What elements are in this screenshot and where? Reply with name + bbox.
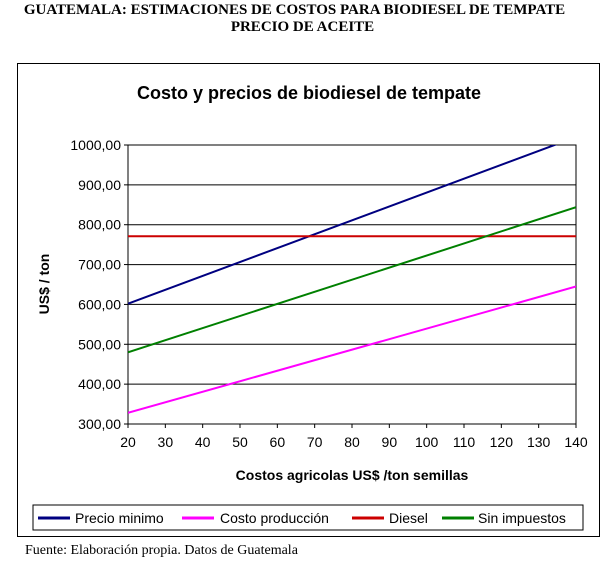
series-line: [128, 206, 576, 354]
y-tick-label: 900,00: [78, 177, 121, 193]
x-tick-label: 80: [344, 434, 360, 450]
y-tick-label: 600,00: [78, 296, 121, 312]
legend: [32, 504, 584, 531]
legend-label: Costo producción: [220, 510, 329, 526]
y-tick-label: 300,00: [78, 416, 121, 432]
series-line: [128, 145, 558, 305]
x-tick-label: 90: [382, 434, 398, 450]
tick-labels: 300,00 400,00 500,00 600,00 700,00 800,00 900,…: [70, 137, 588, 450]
x-tick-label: 50: [232, 434, 248, 450]
chart-title: Costo y precios de biodiesel de tempate: [137, 83, 481, 103]
chart-frame: [17, 63, 600, 537]
series-lines: [128, 145, 576, 414]
y-tick-label: 1000,00: [70, 137, 121, 153]
x-tick-label: 60: [270, 434, 286, 450]
x-tick-label: 70: [307, 434, 323, 450]
y-tick-label: 500,00: [78, 336, 121, 352]
grid-lines: [124, 144, 577, 428]
y-tick-label: 700,00: [78, 257, 121, 273]
x-tick-label: 40: [195, 434, 211, 450]
x-tick-label: 100: [415, 434, 439, 450]
plot-area: [127, 144, 577, 425]
x-tick-label: 20: [120, 434, 136, 450]
document-title: GUATEMALA: ESTIMACIONES DE COSTOS PARA B…: [23, 2, 566, 18]
legend-label: Sin impuestos: [478, 510, 566, 526]
x-tick-label: 110: [453, 434, 476, 450]
series-line: [128, 285, 576, 414]
document-subtitle: PRECIO DE ACEITE: [230, 19, 375, 35]
y-tick-label: 400,00: [78, 376, 121, 392]
x-tick-label: 120: [490, 434, 514, 450]
y-axis-label: US$ / ton: [36, 254, 52, 315]
legend-label: Diesel: [389, 510, 428, 526]
x-axis-label: Costos agricolas US$ /ton semillas: [236, 467, 469, 483]
legend-label: Precio minimo: [75, 510, 164, 526]
legend-entries: Precio minimo Costo producción Diesel Sin i…: [38, 510, 566, 526]
y-tick-label: 800,00: [78, 217, 121, 233]
x-tick-label: 30: [158, 434, 174, 450]
source-caption: Fuente: Elaboración propia. Datos de Gua…: [25, 543, 298, 558]
x-tick-label: 140: [564, 434, 588, 450]
x-tick-label: 130: [527, 434, 551, 450]
